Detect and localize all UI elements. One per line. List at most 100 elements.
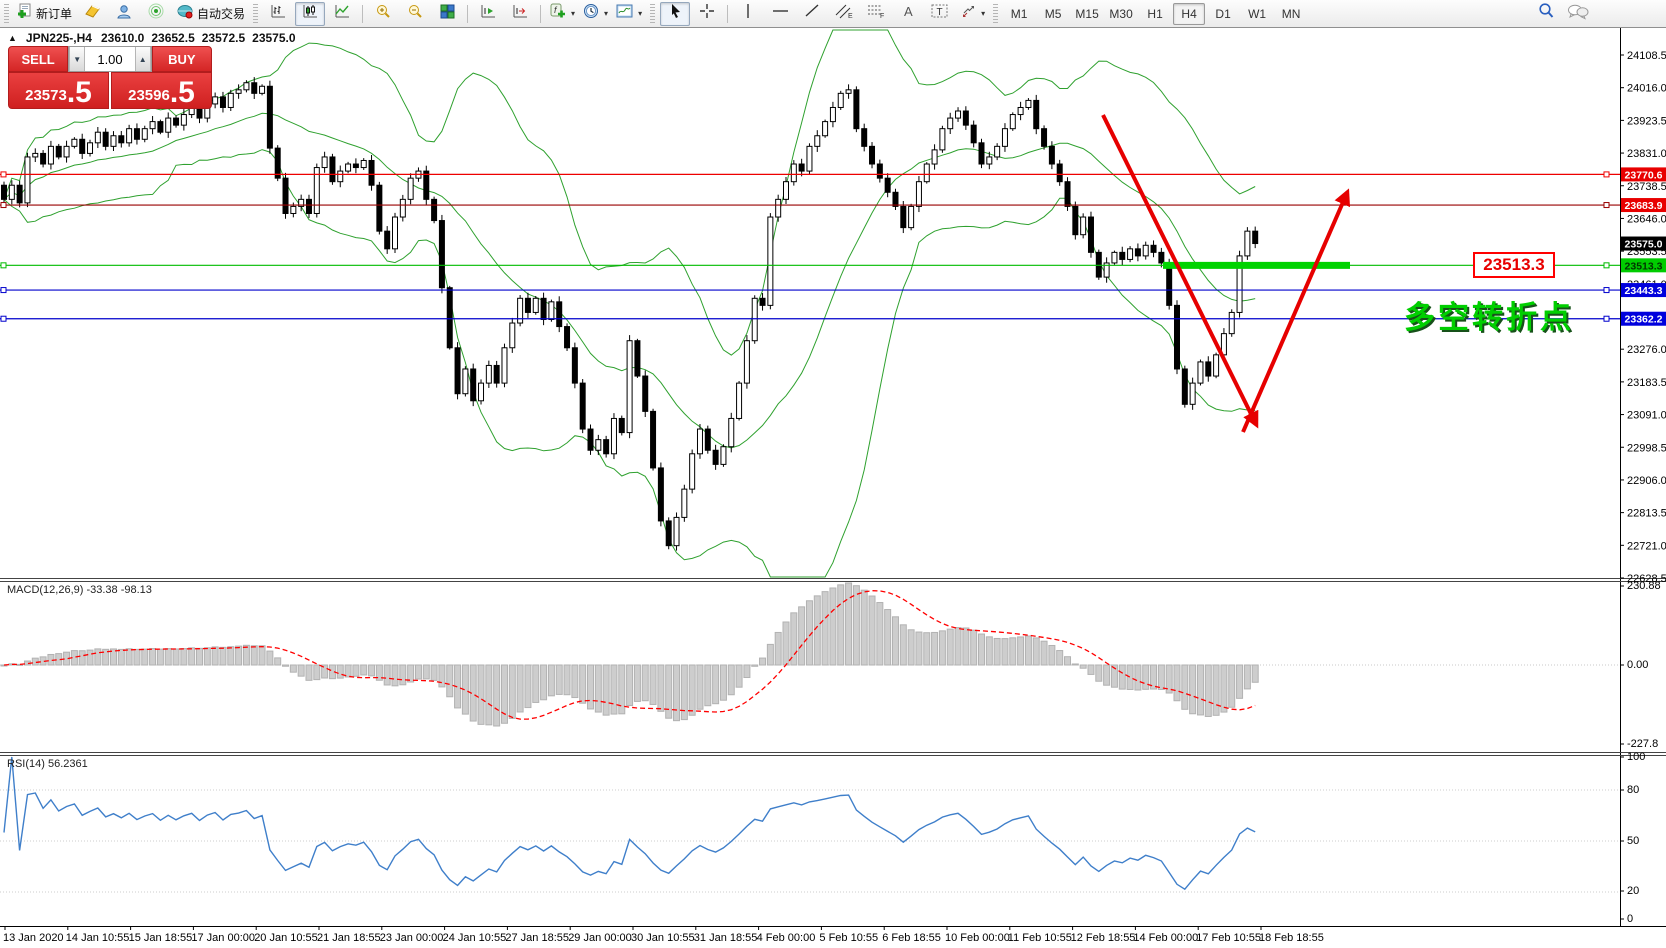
timeframe-button-m30[interactable]: M30	[1109, 6, 1133, 21]
rsi-label: RSI(14) 56.2361	[7, 758, 88, 770]
rsi-scale-label: 0	[1627, 913, 1633, 925]
chat-button[interactable]	[1563, 2, 1593, 26]
fibonacci-button[interactable]: F	[861, 2, 891, 26]
candlestick-chart-button[interactable]	[295, 1, 326, 26]
dropdown-arrow-icon: ▾	[604, 9, 609, 18]
close-value: 23575.0	[252, 31, 296, 45]
price-lines-layer	[0, 171, 1620, 322]
vertical-line-icon	[742, 3, 755, 24]
notebook-button[interactable]	[77, 2, 107, 26]
price-tick-label: 22628.5	[1627, 573, 1666, 585]
search-button[interactable]	[1531, 2, 1561, 26]
text-label-button[interactable]: T	[925, 2, 955, 26]
toolbar-grip[interactable]	[4, 3, 9, 24]
volume-decrease-button[interactable]: ▼	[69, 47, 86, 71]
line-anchor-handle	[0, 202, 7, 209]
time-tick-label: 11 Feb 10:55	[1008, 932, 1072, 944]
fibonacci-icon: F	[867, 3, 886, 24]
sell-button[interactable]: SELL	[8, 46, 69, 72]
crosshair-button[interactable]	[692, 2, 722, 26]
time-tick-label: 14 Feb 00:00	[1133, 932, 1198, 944]
autotrade-label: 自动交易	[197, 7, 246, 21]
price-tick-label: 23091.0	[1627, 410, 1666, 422]
high-value: 23652.5	[151, 31, 195, 45]
volume-increase-button[interactable]: ▲	[134, 47, 151, 71]
toolbar-grip[interactable]	[253, 3, 259, 24]
volume-input[interactable]: 1.00	[97, 51, 123, 67]
text-button[interactable]: A	[893, 2, 923, 26]
axes-frame-layer	[0, 27, 1666, 927]
time-tick-label: 30 Jan 10:55	[631, 932, 695, 944]
horizontal-line-button[interactable]	[765, 2, 795, 26]
collapse-chart-icon[interactable]: ▲	[8, 33, 17, 43]
price-flag	[1621, 311, 1666, 326]
rsi-scale-label: 50	[1627, 835, 1639, 847]
rsi-scale-label: 100	[1627, 751, 1645, 763]
arrows-button[interactable]: ▾	[957, 2, 988, 26]
sell-price-button[interactable]: 23573 .5	[8, 72, 109, 109]
candlestick-chart-icon	[302, 3, 319, 25]
new-order-button[interactable]: 新订单	[14, 2, 75, 26]
bar-chart-button[interactable]	[263, 2, 293, 26]
time-tick-label: 17 Jan 00:00	[191, 932, 255, 944]
signal-icon	[148, 3, 165, 25]
line-anchor-handle	[0, 171, 7, 178]
dropdown-arrow-icon: ▾	[571, 9, 576, 18]
channel-button[interactable]: E	[829, 2, 859, 26]
price-flag	[1621, 167, 1666, 182]
time-tick-label: 27 Jan 18:55	[505, 932, 569, 944]
sell-price-int: 23573	[25, 87, 67, 104]
timeframe-toolbar: M1 M5 M15 M30 H1 H4 D1 W1 MN	[1002, 2, 1308, 25]
buy-price-button[interactable]: 23596 .5	[111, 72, 212, 109]
timeframe-button-m5[interactable]: M5	[1044, 6, 1062, 21]
timeframe-button-h4[interactable]: H4	[1173, 2, 1206, 25]
timeframe-button-mn[interactable]: MN	[1281, 6, 1301, 21]
scroll-chart-button[interactable]	[473, 2, 503, 26]
periods-button[interactable]: ▾	[580, 2, 611, 26]
profile-button[interactable]	[109, 2, 139, 26]
price-tick-label: 22813.5	[1627, 508, 1666, 520]
svg-text:E: E	[848, 13, 853, 19]
price-flag-text: 23443.3	[1625, 285, 1663, 297]
vertical-line-button[interactable]	[733, 2, 763, 26]
timeframe-button-d1[interactable]: D1	[1215, 6, 1231, 21]
price-flag-text: 23362.2	[1625, 314, 1663, 326]
toolbar-grip[interactable]	[993, 3, 999, 24]
svg-text:T: T	[937, 7, 943, 18]
price-flag-text: 23513.3	[1625, 260, 1663, 272]
text-icon: A	[901, 3, 916, 24]
buy-button[interactable]: BUY	[151, 46, 212, 72]
search-icon	[1537, 2, 1555, 25]
toolbar-grip[interactable]	[650, 3, 656, 24]
shift-end-button[interactable]	[505, 2, 535, 26]
timeframe-button-h1[interactable]: H1	[1147, 6, 1163, 21]
new-order-icon	[17, 3, 33, 24]
rsi-layer: 100 80 50 20 0	[0, 751, 1645, 925]
arrows-icon	[960, 3, 977, 24]
autotrade-button[interactable]: 自动交易	[173, 2, 248, 26]
timeframe-button-m15[interactable]: M15	[1075, 6, 1099, 21]
macd-scale-label: 230.88	[1627, 580, 1661, 592]
price-tick-label: 24016.0	[1627, 83, 1666, 95]
trendline-button[interactable]	[797, 2, 827, 26]
up-trend-arrow[interactable]	[1241, 188, 1351, 433]
timeframe-button-w1[interactable]: W1	[1248, 6, 1267, 21]
macd-scale-label: 0.00	[1627, 659, 1648, 671]
zoom-out-button[interactable]	[400, 2, 430, 26]
svg-text:f: f	[554, 5, 558, 15]
down-trend-arrow[interactable]	[1101, 114, 1259, 429]
signal-button[interactable]	[141, 2, 171, 26]
cursor-button[interactable]	[660, 1, 691, 26]
timeframe-button-m1[interactable]: M1	[1010, 6, 1028, 21]
time-axis-layer: 13 Jan 2020 14 Jan 10:55 15 Jan 18:55 17 Ja…	[3, 926, 1324, 944]
time-tick-label: 12 Feb 18:55	[1071, 932, 1136, 944]
line-chart-button[interactable]	[327, 2, 357, 26]
svg-text:F: F	[880, 13, 884, 19]
indicators-button[interactable]: f ▾	[546, 2, 578, 26]
templates-button[interactable]: ▾	[613, 2, 645, 26]
tile-windows-button[interactable]	[432, 2, 462, 26]
zoom-in-button[interactable]	[368, 2, 398, 26]
notebook-icon	[84, 3, 101, 25]
rsi-scale-label: 80	[1627, 784, 1639, 796]
